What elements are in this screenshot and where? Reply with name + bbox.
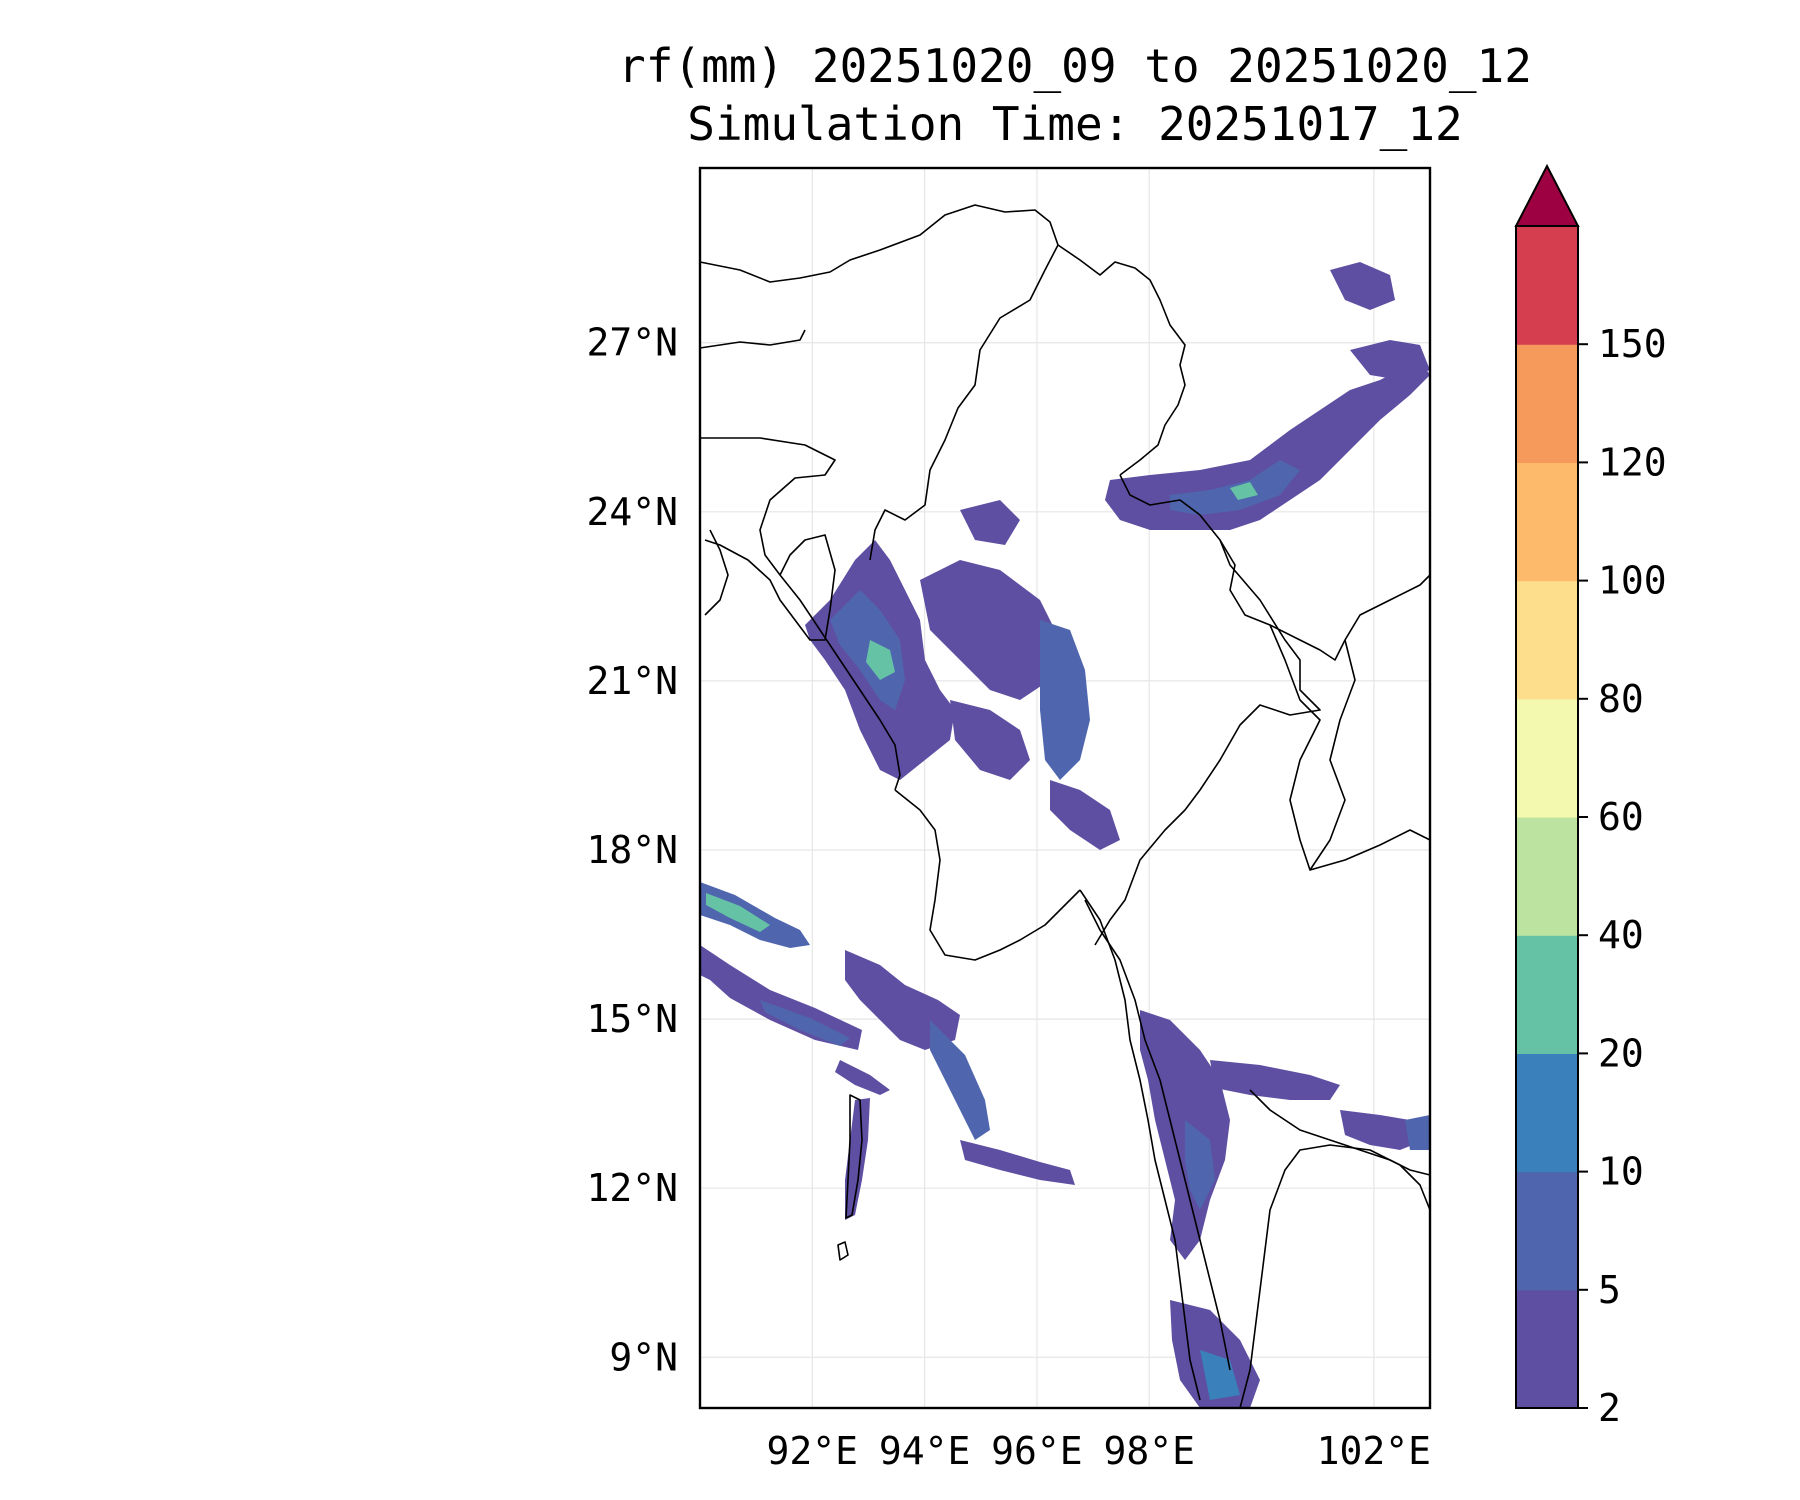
border-laos-vietnam [1309,639,1431,871]
lon-tick-label: 102°E [1317,1429,1431,1473]
country-borders [699,204,1431,1371]
colorbar-extend-arrow [1514,163,1580,227]
colorbar-tick-label: 5 [1598,1268,1621,1312]
longitude-labels: 92°E 94°E 96°E 98°E 102°E [767,1429,1431,1473]
title-line-2: Simulation Time: 20251017_12 [687,97,1462,151]
rain-central-myanmar-2 [950,700,1030,780]
border-tibet-china [699,204,1186,476]
colorbar-segment [1516,344,1578,463]
colorbar-tick-label: 2 [1598,1386,1621,1430]
coast-andaman-islands [845,1094,863,1219]
coast-rakhine [779,574,901,791]
rain-tenasserim-2-core [1200,1350,1240,1400]
rain-thailand-east [1340,1110,1425,1150]
colorbar-segment [1516,226,1578,345]
lon-tick-label: 96°E [991,1429,1083,1473]
colorbar-ticks: 2 5 10 20 40 60 80 100 120 150 [1578,322,1667,1430]
lat-tick-label: 9°N [609,1335,678,1379]
border-bhutan-india [699,329,806,349]
rain-tenasserim-2 [1170,1300,1260,1408]
colorbar-segment [1516,1289,1578,1409]
colorbar-segment [1516,935,1578,1054]
lon-tick-label: 98°E [1103,1429,1195,1473]
border-thailand-cambodia [1249,1089,1431,1176]
colorbar-tick-label: 20 [1598,1031,1644,1075]
rain-yunnan-band [1105,360,1430,530]
rain-central-myanmar-3 [1040,620,1090,780]
rain-band-bay-of-bengal-2-core [760,1000,850,1046]
lon-tick-label: 94°E [879,1429,971,1473]
border-thailand-myanmar-south [1084,899,1231,1371]
rain-rakhine-core [830,590,905,710]
lat-tick-label: 24°N [586,490,678,534]
rain-band-andaman-2 [930,1020,990,1140]
lon-tick-label: 92°E [767,1429,859,1473]
coast-tenasserim [1079,889,1201,1401]
colorbar-tick-label: 150 [1598,322,1667,366]
colorbar-segment [1516,1171,1578,1291]
lat-tick-label: 18°N [586,828,678,872]
rain-central-myanmar-1 [920,560,1060,700]
lat-tick-label: 21°N [586,659,678,703]
rain-andaman-islands [845,1098,870,1220]
rain-yunnan-east [1350,340,1430,380]
coastlines [704,529,1431,1409]
rain-yunnan-high [1230,482,1258,500]
rain-central-myanmar-5 [960,500,1020,545]
rain-central-myanmar-4 [1050,780,1120,850]
rainfall-contours [700,262,1430,1408]
rain-thailand-band [1210,1060,1340,1100]
border-thailand-laos [1269,624,1321,871]
lat-tick-label: 27°N [586,321,678,365]
rain-band-bay-of-bengal-1 [700,882,810,948]
rain-yunnan-north [1330,262,1395,310]
map-frame [698,166,1432,1410]
coast-gulf-of-thailand [1239,1144,1431,1409]
rain-band-andaman-3 [960,1140,1075,1185]
colorbar-segment [1516,698,1578,818]
border-myanmar-india [869,244,1059,561]
border-myanmar-laos-thai [1094,539,1321,946]
lat-tick-label: 12°N [586,1166,678,1210]
colorbar-tick-label: 80 [1598,677,1644,721]
rain-rakhine-high [866,640,895,680]
coast-bangladesh [704,529,729,616]
border-bangladesh [700,437,836,641]
rain-tenasserim-core [1185,1120,1215,1210]
colorbar: 2 5 10 20 40 60 80 100 120 150 [1514,163,1667,1430]
rain-band-andaman-4 [835,1060,890,1095]
latitude-labels: 27°N 24°N 21°N 18°N 15°N 12°N 9°N [586,321,678,1380]
coast-small-island [837,1241,849,1261]
colorbar-segment [1516,580,1578,700]
colorbar-tick-label: 120 [1598,440,1667,484]
rain-cambodia [1405,1115,1430,1150]
map-panel: 27°N 24°N 21°N 18°N 15°N 12°N 9°N 92°E 94°E 96°E… [586,166,1432,1473]
colorbar-segments [1516,226,1578,1409]
border-myanmar-china-east [1119,474,1431,661]
colorbar-segment [1516,1053,1578,1173]
rain-band-bay-of-bengal-1-core [706,893,770,932]
colorbar-tick-label: 100 [1598,559,1667,603]
colorbar-segment [1516,462,1578,582]
colorbar-tick-label: 60 [1598,795,1644,839]
colorbar-tick-label: 40 [1598,913,1644,957]
colorbar-segment [1516,817,1578,936]
colorbar-tick-label: 10 [1598,1150,1644,1194]
lat-tick-label: 15°N [586,997,678,1041]
title-line-1: rf(mm) 20251020_09 to 20251020_12 [618,39,1532,93]
coast-irrawaddy-delta [894,789,1081,961]
